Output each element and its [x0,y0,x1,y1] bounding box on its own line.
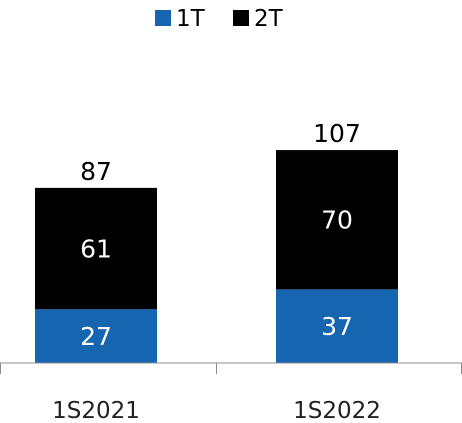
legend: 1T 2T [155,6,284,32]
x-tick-label-1s2021: 1S2021 [52,398,140,423]
x-tick-label-1s2022: 1S2022 [293,398,381,423]
legend-swatch-1t [155,10,171,26]
legend-label-1t: 1T [176,6,206,32]
data-labels: 27 61 87 37 70 107 [80,119,361,351]
legend-label-2t: 2T [254,6,284,32]
bars [35,150,398,363]
legend-swatch-2t [233,10,249,26]
data-label-1s2021-1t: 27 [80,322,112,351]
total-label-1s2022: 107 [313,119,361,148]
x-axis: 1S2021 1S2022 [0,362,462,423]
bar-1s2022-2t [276,150,398,290]
bar-1s2021-1t [35,309,157,363]
total-label-1s2021: 87 [80,157,112,186]
bar-1s2022-1t [276,289,398,363]
data-label-1s2022-2t: 70 [321,206,353,235]
bar-1s2021-2t [35,187,157,310]
data-label-1s2021-2t: 61 [80,235,112,264]
data-label-1s2022-1t: 37 [321,312,353,341]
